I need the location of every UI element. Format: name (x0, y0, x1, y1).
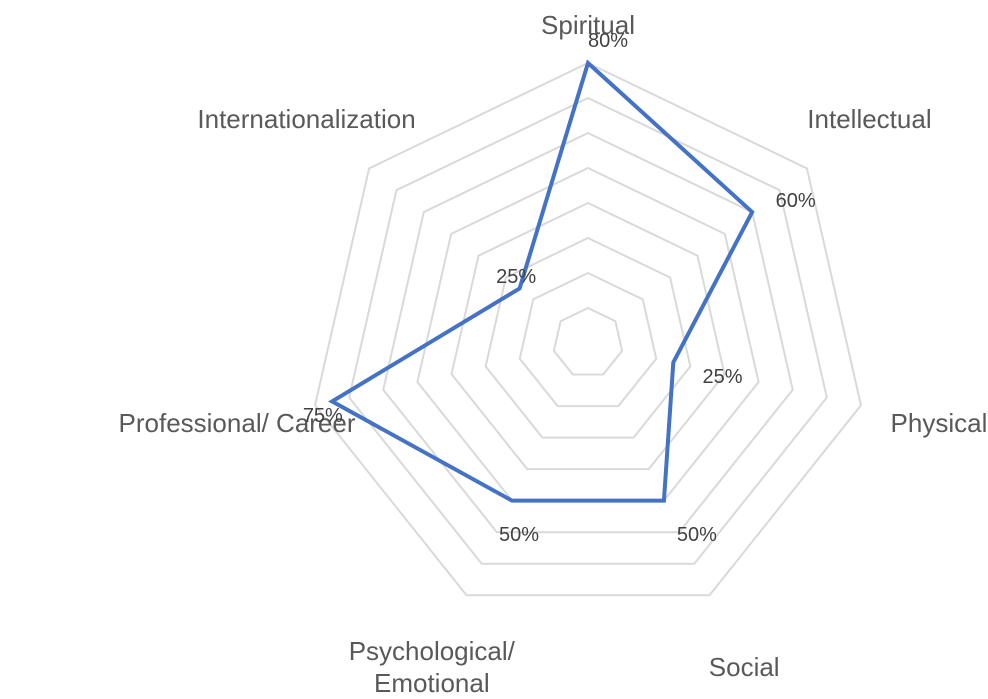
grid-ring (348, 96, 828, 565)
category-label: Psychological/ Emotional (348, 636, 515, 699)
data-label: 25% (702, 365, 743, 388)
category-label: Professional/ Career (118, 408, 356, 439)
data-label: 75% (302, 404, 343, 427)
grid-ring (313, 61, 863, 597)
data-label: 60% (775, 189, 816, 212)
category-label: Intellectual (807, 103, 932, 134)
grid-ring (518, 271, 658, 408)
series-line (328, 59, 755, 503)
grid-ring (382, 131, 794, 534)
data-label: 80% (587, 29, 629, 52)
page: (() => { const data = JSON.parse(documen… (118, 10, 988, 699)
grid-ring (552, 306, 624, 376)
chart (313, 59, 863, 597)
category-label: Physical (890, 408, 988, 439)
grid-ring (450, 201, 726, 471)
category-label: Social (708, 652, 780, 683)
category-label: Spiritual (541, 10, 635, 40)
grid-ring (416, 166, 760, 502)
data-label: 50% (499, 524, 540, 547)
category-label: Internationalization (197, 103, 416, 134)
grid-ring (484, 236, 692, 439)
data-label: 50% (676, 524, 717, 547)
data-label: 25% (496, 266, 537, 289)
